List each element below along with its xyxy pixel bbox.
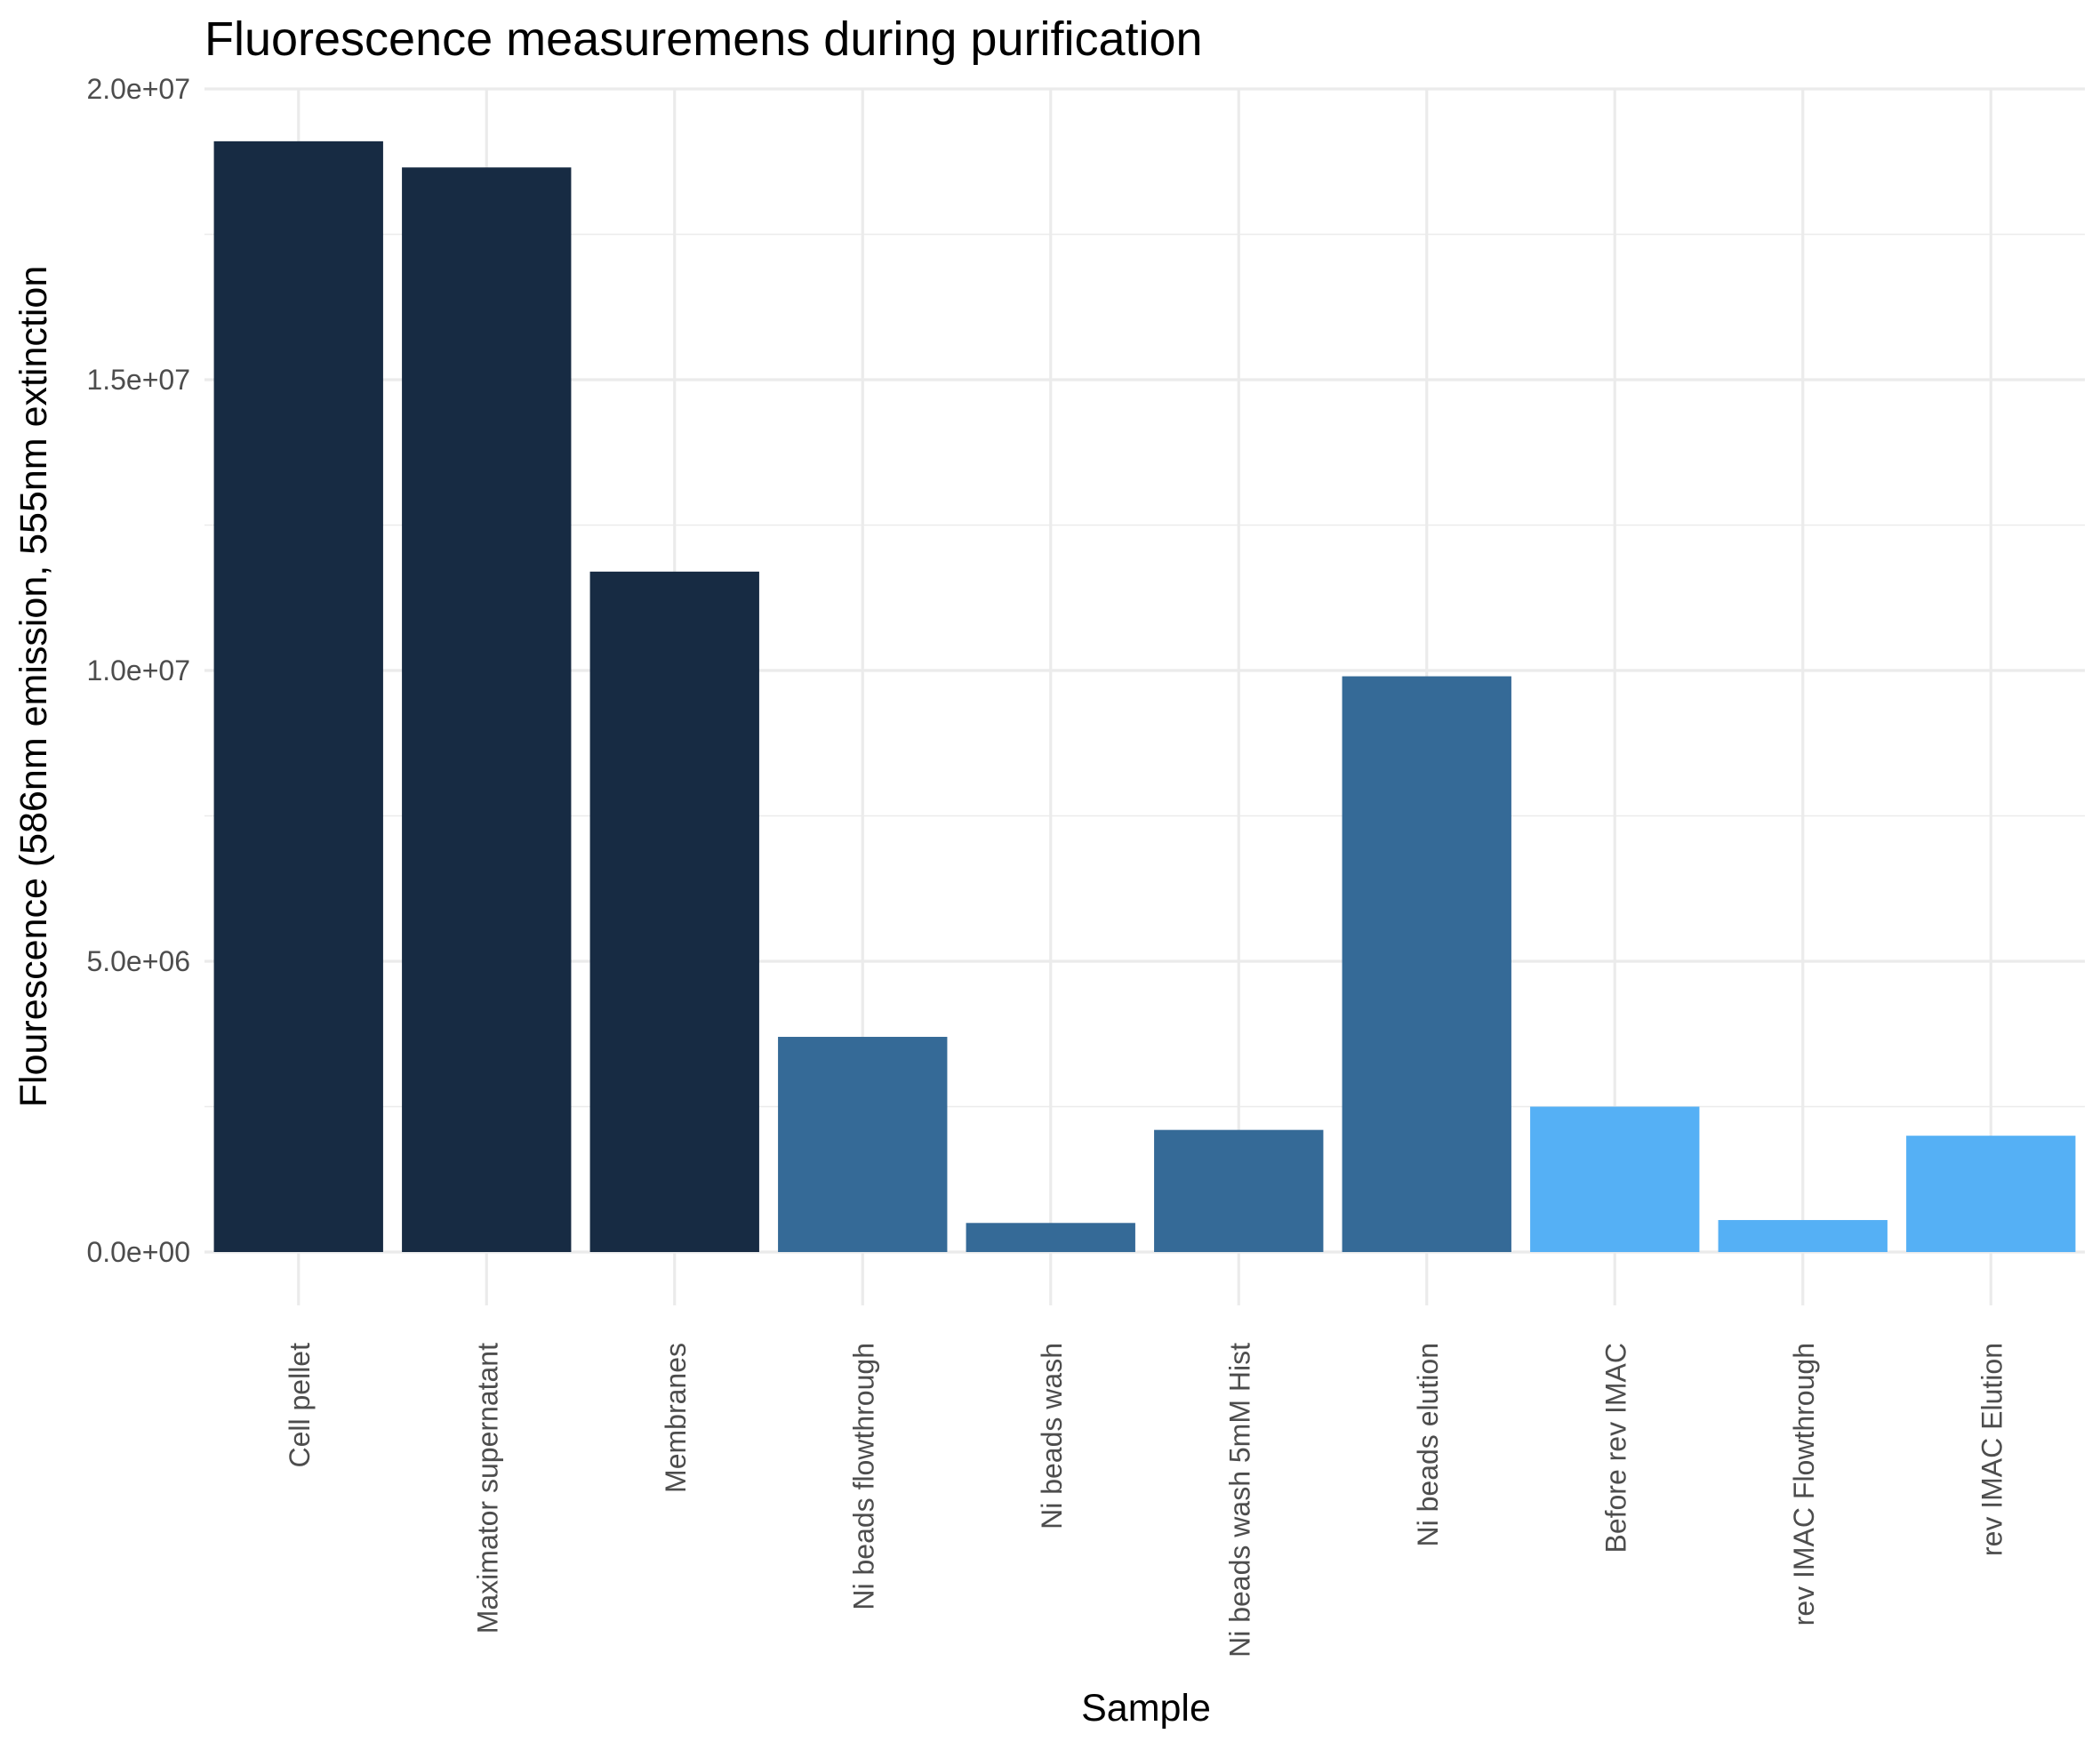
bar-4 bbox=[778, 1037, 948, 1252]
chart-title: Fluorescence measuremens during purifica… bbox=[204, 12, 1203, 66]
bars bbox=[213, 140, 2076, 1253]
y-tick-label: 1.5e+07 bbox=[86, 364, 190, 396]
x-tick-label: Cell pellet bbox=[284, 1343, 316, 1468]
y-axis-title: Flourescence (586nm emission, 555nm exti… bbox=[12, 266, 55, 1107]
x-tick-label: Ni beads elution bbox=[1412, 1343, 1444, 1546]
bar-5 bbox=[966, 1223, 1135, 1252]
bar-9 bbox=[1718, 1220, 1888, 1252]
bar-8 bbox=[1530, 1106, 1700, 1252]
x-tick-label: rev IMAC Elution bbox=[1976, 1343, 2008, 1556]
y-tick-label: 1.0e+07 bbox=[86, 654, 190, 686]
y-tick-label: 2.0e+07 bbox=[86, 73, 190, 105]
bar-2 bbox=[402, 167, 572, 1252]
x-tick-label: Maximator supernatant bbox=[471, 1343, 503, 1634]
y-tick-label: 0.0e+00 bbox=[86, 1236, 190, 1268]
bar-6 bbox=[1154, 1129, 1324, 1252]
x-axis-ticks: Cell pellet Maximator supernatant Membrane… bbox=[284, 1343, 2008, 1658]
x-tick-label: Ni beads wash 5mM Hist bbox=[1223, 1343, 1255, 1658]
y-axis-ticks: 0.0e+00 5.0e+06 1.0e+07 1.5e+07 2.0e+07 bbox=[86, 73, 190, 1268]
x-tick-label: Ni beads flowthrough bbox=[847, 1343, 879, 1610]
x-tick-label: Ni beads wash bbox=[1036, 1343, 1068, 1529]
x-tick-label: rev IMAC Flowthrough bbox=[1788, 1343, 1820, 1626]
x-tick-label: Membranes bbox=[660, 1343, 692, 1493]
y-tick-label: 5.0e+06 bbox=[86, 945, 190, 977]
bar-10 bbox=[1906, 1136, 2076, 1252]
bar-7 bbox=[1342, 676, 1511, 1252]
x-tick-label: Before rev IMAC bbox=[1599, 1343, 1631, 1553]
x-axis-title: Sample bbox=[1081, 1687, 1211, 1730]
bar-1 bbox=[213, 140, 383, 1253]
bar-3 bbox=[589, 571, 759, 1252]
